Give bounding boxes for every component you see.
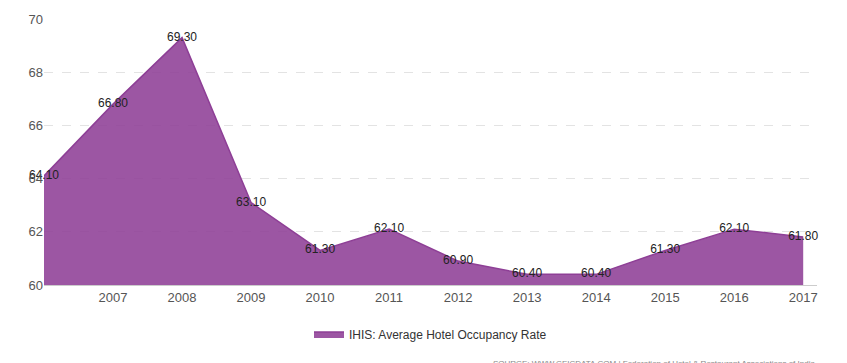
svg-text:61.80: 61.80 — [788, 229, 818, 243]
svg-text:60: 60 — [29, 278, 43, 293]
svg-text:IHIS: Average Hotel Occupancy: IHIS: Average Hotel Occupancy Rate — [349, 328, 547, 342]
svg-text:2015: 2015 — [651, 290, 680, 305]
svg-text:62.10: 62.10 — [374, 221, 404, 235]
svg-text:2017: 2017 — [789, 290, 818, 305]
svg-text:62: 62 — [29, 224, 43, 239]
svg-text:2016: 2016 — [720, 290, 749, 305]
svg-text:63.10: 63.10 — [236, 195, 266, 209]
svg-text:2008: 2008 — [168, 290, 197, 305]
svg-text:2009: 2009 — [237, 290, 266, 305]
svg-text:2011: 2011 — [375, 290, 403, 305]
svg-text:SOURCE: WWW.CEICDATA.COM | Fed: SOURCE: WWW.CEICDATA.COM | Federation of… — [493, 359, 815, 363]
svg-text:66: 66 — [29, 118, 43, 133]
svg-text:2012: 2012 — [444, 290, 473, 305]
svg-text:61.30: 61.30 — [650, 242, 680, 256]
svg-text:60.40: 60.40 — [512, 266, 542, 280]
svg-text:60.90: 60.90 — [443, 253, 473, 267]
svg-text:66.80: 66.80 — [98, 96, 128, 110]
svg-text:60.40: 60.40 — [581, 266, 611, 280]
svg-text:2014: 2014 — [582, 290, 611, 305]
svg-text:61.30: 61.30 — [305, 242, 335, 256]
svg-text:69.30: 69.30 — [167, 30, 197, 44]
svg-text:62.10: 62.10 — [719, 221, 749, 235]
svg-text:64: 64 — [29, 171, 43, 186]
svg-text:2013: 2013 — [513, 290, 542, 305]
svg-text:2007: 2007 — [99, 290, 128, 305]
svg-text:2010: 2010 — [306, 290, 335, 305]
svg-text:70: 70 — [29, 12, 43, 27]
svg-text:68: 68 — [29, 65, 43, 80]
svg-text:64.10: 64.10 — [29, 168, 59, 182]
